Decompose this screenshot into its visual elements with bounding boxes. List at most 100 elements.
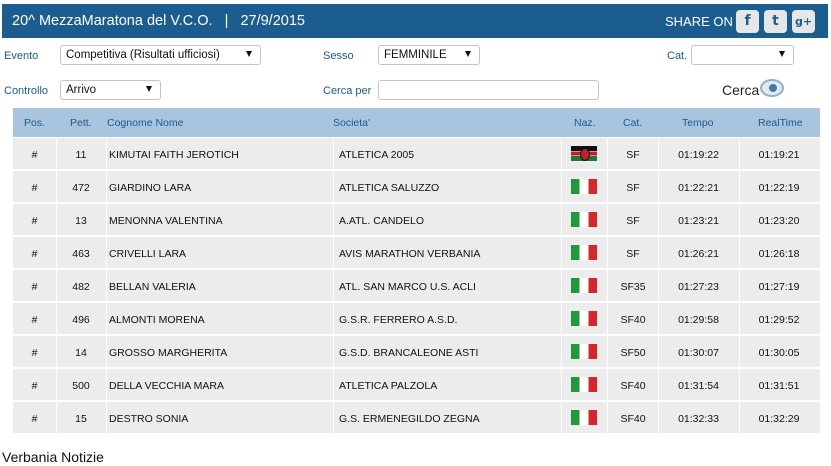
controllo-select[interactable]: Arrivo bbox=[60, 80, 161, 100]
table-row[interactable]: #11 KIMUTAI FAITH JEROTICH ATLETICA 2005 SF… bbox=[13, 138, 820, 171]
column-divider bbox=[333, 303, 334, 334]
column-divider bbox=[56, 336, 57, 367]
table-row[interactable]: #472 GIARDINO LARA ATLETICA SALUZZO SF 01:22… bbox=[13, 171, 820, 204]
col-naz[interactable]: Naz. bbox=[574, 117, 596, 129]
italy-flag bbox=[571, 377, 597, 392]
cell-tempo: 01:32:33 bbox=[678, 413, 719, 425]
eye-search-icon[interactable] bbox=[760, 79, 784, 97]
cell-club: G.S.R. FERRERO A.S.D. bbox=[339, 314, 458, 326]
table-row[interactable]: #496 ALMONTI MORENA G.S.R. FERRERO A.S.D. S… bbox=[13, 303, 820, 336]
column-divider bbox=[739, 138, 740, 169]
sesso-select[interactable]: FEMMINILE bbox=[378, 45, 480, 65]
column-divider bbox=[607, 204, 608, 235]
column-divider bbox=[561, 138, 562, 169]
cell-realtime: 01:29:52 bbox=[758, 314, 800, 326]
table-row[interactable]: #14 GROSSO MARGHERITA G.S.D. BRANCALEONE A… bbox=[13, 336, 820, 369]
column-divider bbox=[56, 303, 57, 334]
cell-name: DELLA VECCHIA MARA bbox=[109, 380, 224, 392]
col-club[interactable]: Societa' bbox=[333, 117, 371, 129]
cell-cat: SF50 bbox=[620, 347, 646, 359]
facebook-icon[interactable]: f bbox=[736, 10, 759, 33]
chevron-down-icon bbox=[779, 51, 785, 57]
cell-pett: 500 bbox=[72, 380, 90, 392]
column-divider bbox=[561, 171, 562, 202]
table-row[interactable]: #500 DELLA VECCHIA MARA ATLETICA PALZOLA SF… bbox=[13, 369, 820, 402]
column-divider bbox=[739, 270, 740, 301]
column-divider bbox=[106, 369, 107, 400]
col-pos[interactable]: Pos. bbox=[24, 117, 46, 129]
column-divider bbox=[333, 138, 334, 169]
cerca-per-label: Cerca per bbox=[323, 85, 372, 97]
google-plus-icon[interactable]: g+ bbox=[792, 10, 815, 33]
table-row[interactable]: #15 DESTRO SONIA G.S. ERMENEGILDO ZEGNA SF4… bbox=[13, 402, 820, 435]
col-pett[interactable]: Pett. bbox=[70, 117, 92, 129]
chevron-down-icon bbox=[465, 51, 471, 57]
column-divider bbox=[333, 270, 334, 301]
column-divider bbox=[607, 336, 608, 367]
column-divider bbox=[658, 369, 659, 400]
header-bar: 20^ MezzaMaratona del V.C.O. | 27/9/2015… bbox=[2, 4, 828, 38]
column-divider bbox=[658, 237, 659, 268]
column-divider bbox=[607, 402, 608, 433]
column-divider bbox=[561, 204, 562, 235]
cerca-button-label[interactable]: Cerca bbox=[722, 82, 760, 98]
column-divider bbox=[739, 204, 740, 235]
cell-name: GIARDINO LARA bbox=[109, 182, 192, 194]
cell-realtime: 01:19:21 bbox=[758, 149, 800, 161]
italy-flag bbox=[571, 212, 597, 227]
column-divider bbox=[333, 171, 334, 202]
column-divider bbox=[607, 369, 608, 400]
column-divider bbox=[607, 138, 608, 169]
column-divider bbox=[56, 237, 57, 268]
cell-realtime: 01:30:05 bbox=[758, 347, 800, 359]
column-divider bbox=[106, 138, 107, 169]
column-divider bbox=[56, 204, 57, 235]
cell-tempo: 01:23:21 bbox=[678, 215, 719, 227]
col-name[interactable]: Cognome Nome bbox=[107, 117, 184, 129]
column-divider bbox=[607, 237, 608, 268]
column-divider bbox=[607, 303, 608, 334]
cell-cat: SF40 bbox=[620, 314, 646, 326]
cell-tempo: 01:26:21 bbox=[678, 248, 719, 260]
column-divider bbox=[658, 270, 659, 301]
cell-tempo: 01:22:21 bbox=[678, 182, 719, 194]
italy-flag bbox=[571, 278, 597, 293]
cell-pett: 15 bbox=[75, 413, 87, 425]
col-cat[interactable]: Cat. bbox=[623, 117, 643, 129]
cell-realtime: 01:27:19 bbox=[758, 281, 800, 293]
cell-club: ATLETICA PALZOLA bbox=[339, 380, 438, 392]
chevron-down-icon bbox=[246, 51, 252, 57]
cell-club: ATLETICA SALUZZO bbox=[339, 182, 440, 194]
cell-club: ATL. SAN MARCO U.S. ACLI bbox=[339, 281, 476, 293]
cell-pett: 14 bbox=[75, 347, 87, 359]
column-divider bbox=[333, 336, 334, 367]
column-divider bbox=[739, 369, 740, 400]
table-row[interactable]: #463 CRIVELLI LARA AVIS MARATHON VERBANIA S… bbox=[13, 237, 820, 270]
cerca-per-input[interactable] bbox=[378, 80, 599, 100]
table-header: Pos. Pett. Cognome Nome Societa' Naz. Ca… bbox=[13, 108, 820, 137]
cell-pos: # bbox=[31, 281, 38, 293]
column-divider bbox=[658, 204, 659, 235]
twitter-icon[interactable]: t bbox=[764, 10, 787, 33]
cat-select[interactable] bbox=[691, 45, 794, 65]
table-row[interactable]: #13 MENONNA VALENTINA A.ATL. CANDELO SF 01:2… bbox=[13, 204, 820, 237]
cell-pett: 482 bbox=[72, 281, 90, 293]
cell-pos: # bbox=[31, 182, 38, 194]
evento-select[interactable]: Competitiva (Risultati ufficiosi) bbox=[60, 45, 261, 65]
cell-pos: # bbox=[31, 380, 38, 392]
cell-name: DESTRO SONIA bbox=[109, 413, 189, 425]
chevron-down-icon bbox=[146, 86, 152, 92]
column-divider bbox=[739, 336, 740, 367]
column-divider bbox=[56, 171, 57, 202]
cell-pos: # bbox=[31, 215, 38, 227]
col-realtime[interactable]: RealTime bbox=[758, 117, 803, 129]
cell-name: ALMONTI MORENA bbox=[109, 314, 205, 326]
col-tempo[interactable]: Tempo bbox=[682, 117, 714, 129]
cell-club: AVIS MARATHON VERBANIA bbox=[339, 248, 481, 260]
table-row[interactable]: #482 BELLAN VALERIA ATL. SAN MARCO U.S. AC… bbox=[13, 270, 820, 303]
cell-name: KIMUTAI FAITH JEROTICH bbox=[109, 149, 239, 161]
column-divider bbox=[333, 402, 334, 433]
cell-cat: SF40 bbox=[620, 380, 646, 392]
cell-cat: SF35 bbox=[620, 281, 646, 293]
italy-flag bbox=[571, 410, 597, 425]
